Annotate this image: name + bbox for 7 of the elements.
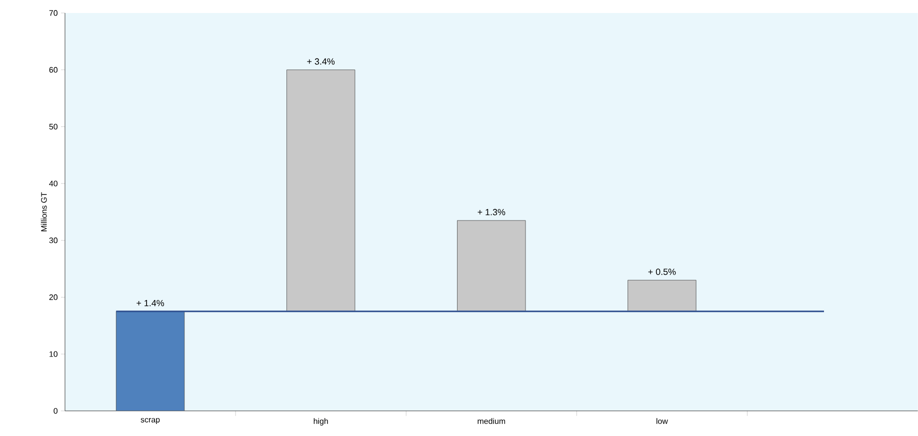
annotation: + 0.5% bbox=[648, 268, 676, 276]
bar bbox=[628, 280, 696, 312]
bar bbox=[286, 70, 356, 312]
annotation: + 1.4% bbox=[136, 300, 164, 306]
annotation: + 1.3% bbox=[478, 208, 506, 216]
bar bbox=[457, 220, 526, 312]
annotation: + 3.4% bbox=[307, 58, 335, 65]
